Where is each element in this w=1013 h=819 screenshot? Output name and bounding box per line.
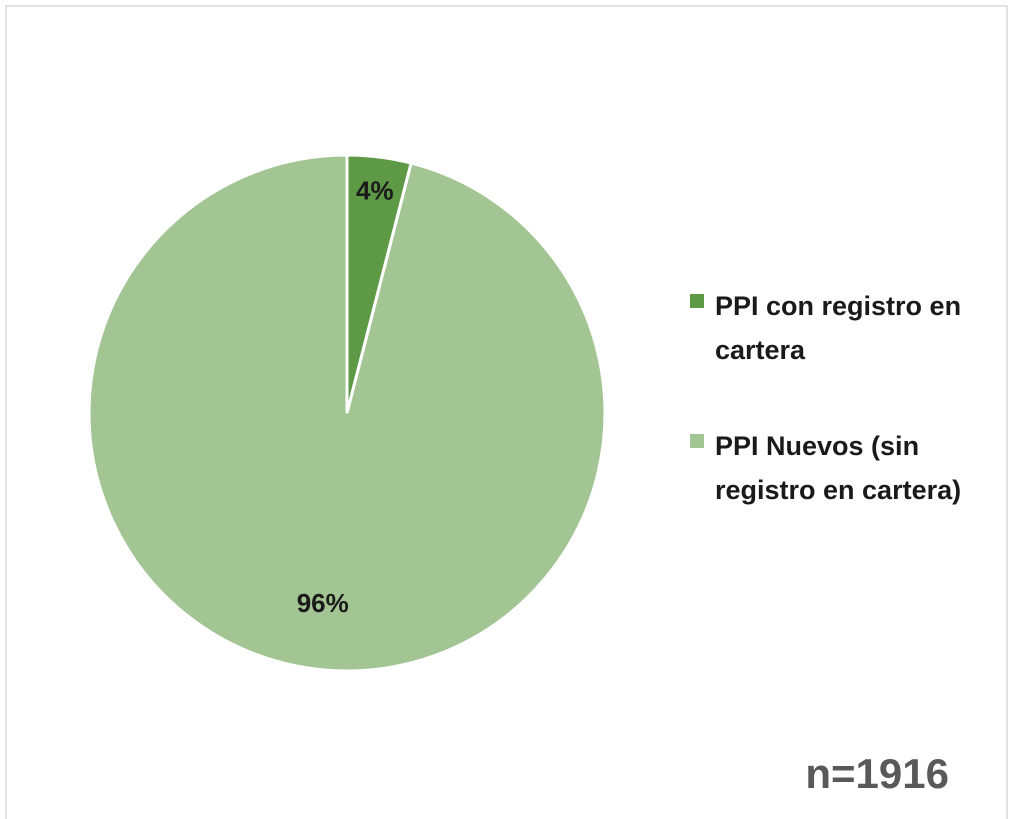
legend-swatch — [690, 434, 704, 448]
legend-swatch — [690, 294, 704, 308]
data-label: 4% — [356, 176, 394, 206]
sample-size-note: n=1916 — [805, 750, 949, 797]
data-label: 96% — [297, 588, 349, 618]
legend-item: PPI con registro en cartera — [690, 284, 980, 372]
pie-slice — [87, 153, 607, 673]
chart-frame — [5, 5, 1008, 819]
legend-label: PPI Nuevos (sin registro en cartera) — [715, 431, 962, 505]
legend-label: PPI con registro en cartera — [715, 291, 962, 365]
legend-item: PPI Nuevos (sin registro en cartera) — [690, 424, 980, 512]
